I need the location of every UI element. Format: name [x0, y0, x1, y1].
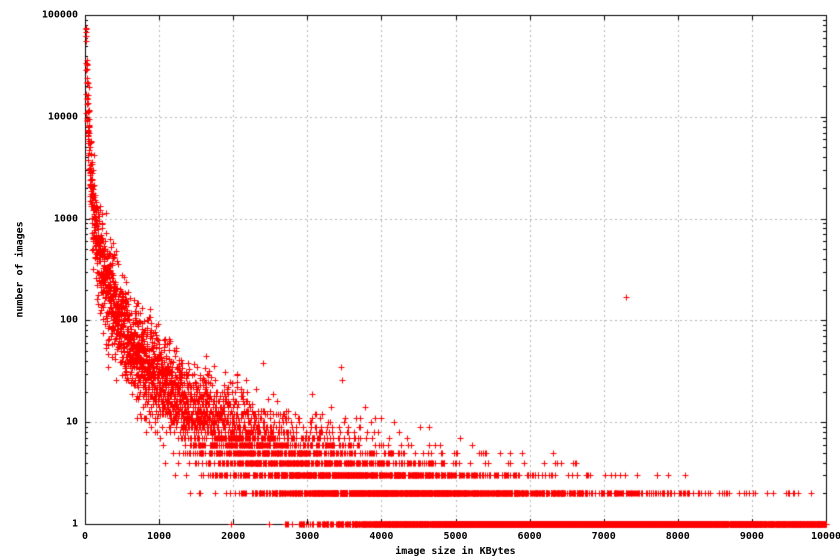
y-tick-label: 1 — [71, 518, 78, 530]
x-axis-title: image size in KBytes — [395, 546, 516, 557]
y-tick-label: 10000 — [47, 111, 78, 123]
x-tick-label: 8000 — [665, 531, 690, 542]
x-tick-label: 3000 — [295, 531, 320, 542]
x-tick-label: 7000 — [591, 531, 616, 542]
x-tick-label: 9000 — [739, 531, 764, 542]
y-axis-title: number of images — [14, 220, 26, 318]
x-tick-label: 5000 — [443, 531, 468, 542]
x-tick-label: 6000 — [517, 531, 542, 542]
x-tick-label: 4000 — [369, 531, 394, 542]
x-tick-label: 0 — [81, 531, 89, 542]
y-tick-label: 10 — [65, 416, 78, 428]
x-tick-label: 2000 — [221, 531, 246, 542]
y-tick-label: 1000 — [53, 213, 78, 225]
x-tick-label: 10000 — [810, 531, 840, 542]
x-tick-label: 1000 — [147, 531, 172, 542]
y-tick-label: 100 — [59, 314, 78, 326]
y-tick-label: 100000 — [41, 9, 78, 21]
